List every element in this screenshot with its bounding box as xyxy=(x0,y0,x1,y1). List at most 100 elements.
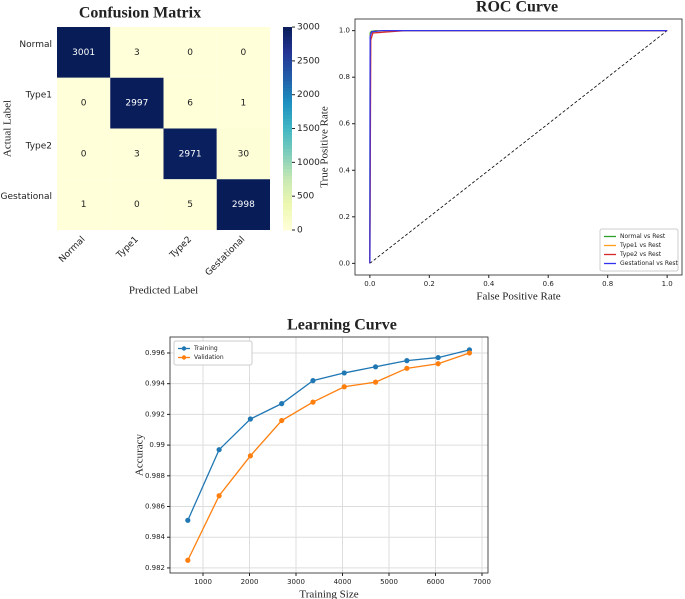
series-line xyxy=(187,349,470,521)
x-tick-label: 0.8 xyxy=(602,280,613,288)
colorbar-segment xyxy=(283,91,292,96)
point xyxy=(247,453,253,459)
colorbar-segment xyxy=(283,70,292,75)
point xyxy=(404,358,410,364)
cell-label: 3001 xyxy=(72,48,95,58)
cell-label: 2997 xyxy=(125,99,148,109)
y-tick-label: 0.996 xyxy=(145,349,166,357)
colorbar-segment xyxy=(283,54,292,58)
colorbar-segment xyxy=(283,172,292,177)
heatmap-cell xyxy=(57,27,111,78)
colorbar-segment xyxy=(283,219,292,224)
cell-label: 3 xyxy=(134,48,140,58)
point xyxy=(466,350,473,356)
cell-label: 1 xyxy=(241,99,247,109)
colorbar-segment xyxy=(283,175,292,180)
colorbar-segment xyxy=(283,216,292,221)
colorbar-segment xyxy=(283,213,292,217)
y-tick-label: 0.99 xyxy=(149,441,165,449)
cell-label: 0 xyxy=(81,149,87,159)
point xyxy=(216,493,222,499)
colorbar-segment xyxy=(283,128,292,133)
heatmap-cell xyxy=(57,179,111,230)
cell-label: 3 xyxy=(134,149,140,159)
heatmap-cell xyxy=(110,179,164,230)
x-axis-label: Training Size xyxy=(299,589,358,599)
colorbar-segment xyxy=(283,152,292,157)
heatmap-cell xyxy=(216,128,270,180)
legend-label: Type1 vs Rest xyxy=(619,242,662,249)
colorbar-tick-label: 1000 xyxy=(297,158,320,168)
colorbar-tick-label: 2000 xyxy=(297,90,320,100)
x-tick-label: 7000 xyxy=(473,578,491,586)
legend-label: Training xyxy=(193,345,218,352)
colorbar-segment xyxy=(283,101,292,106)
cell-label: 2971 xyxy=(179,149,202,159)
colorbar-segment xyxy=(283,179,292,184)
colorbar-segment xyxy=(283,186,292,190)
colorbar-segment xyxy=(283,47,292,52)
point xyxy=(247,416,253,422)
point xyxy=(279,417,285,424)
point xyxy=(435,361,441,367)
colorbar-segment xyxy=(283,155,292,160)
x-tick-label: 0.4 xyxy=(483,280,495,288)
colorbar-segment xyxy=(283,202,292,207)
x-tick-label: 0.2 xyxy=(424,280,435,288)
heatmap-cell xyxy=(163,179,217,230)
x-tick-label: 1.0 xyxy=(662,280,673,288)
chart-title: Learning Curve xyxy=(287,317,397,334)
colorbar-segment xyxy=(283,125,292,129)
colorbar-segment xyxy=(283,74,292,79)
heatmap-cell xyxy=(163,27,217,78)
colorbar-segment xyxy=(283,43,292,48)
x-tick-label: 4000 xyxy=(334,578,352,586)
heatmap-cell xyxy=(216,27,270,78)
x-tick-label: 2000 xyxy=(241,578,259,586)
y-tick-label: 0.2 xyxy=(339,213,350,221)
colorbar-segment xyxy=(283,199,292,204)
x-axis-label: Predicted Label xyxy=(129,285,198,297)
x-tick-label: Gestational xyxy=(204,235,247,278)
colorbar-segment xyxy=(283,148,292,153)
colorbar-tick-label: 3000 xyxy=(297,23,320,33)
point xyxy=(404,365,410,371)
colorbar-segment xyxy=(283,158,292,163)
colorbar-segment xyxy=(283,81,292,86)
y-tick-label: 0.986 xyxy=(145,503,166,511)
x-axis-label: False Positive Rate xyxy=(476,291,560,303)
cell-label: 0 xyxy=(81,99,87,109)
heatmap-cell xyxy=(57,128,111,180)
legend-label: Validation xyxy=(194,354,224,361)
colorbar-tick-label: 1500 xyxy=(297,124,320,134)
colorbar-segment xyxy=(283,226,292,231)
y-tick-label: 0.982 xyxy=(145,564,165,572)
colorbar-segment xyxy=(283,223,292,228)
colorbar-segment xyxy=(283,60,292,65)
colorbar-segment xyxy=(283,40,292,45)
heatmap-cell xyxy=(216,179,270,230)
colorbar-segment xyxy=(283,169,292,173)
y-tick-label: 0.4 xyxy=(339,166,351,174)
point xyxy=(341,370,347,376)
x-tick-label: 0.0 xyxy=(364,280,375,288)
cell-label: 0 xyxy=(241,48,247,58)
legend-label: Normal vs Rest xyxy=(620,233,666,240)
x-tick-label: 6000 xyxy=(427,578,445,586)
point xyxy=(372,364,379,370)
y-tick-label: Type1 xyxy=(25,91,52,101)
colorbar-segment xyxy=(283,37,292,42)
colorbar-segment xyxy=(283,118,292,123)
colorbar-segment xyxy=(283,209,292,214)
y-tick-label: 0.988 xyxy=(145,472,165,480)
legend-box xyxy=(173,340,253,366)
reference-line xyxy=(369,30,668,264)
cell-label: 0 xyxy=(187,48,193,58)
colorbar-segment xyxy=(283,165,292,170)
colorbar-segment xyxy=(283,104,292,109)
legend-marker xyxy=(181,355,187,360)
legend-label: Gestational vs Rest xyxy=(620,260,679,267)
point xyxy=(372,379,379,385)
y-axis-label: Accuracy xyxy=(134,433,146,476)
colorbar-segment xyxy=(283,98,292,102)
